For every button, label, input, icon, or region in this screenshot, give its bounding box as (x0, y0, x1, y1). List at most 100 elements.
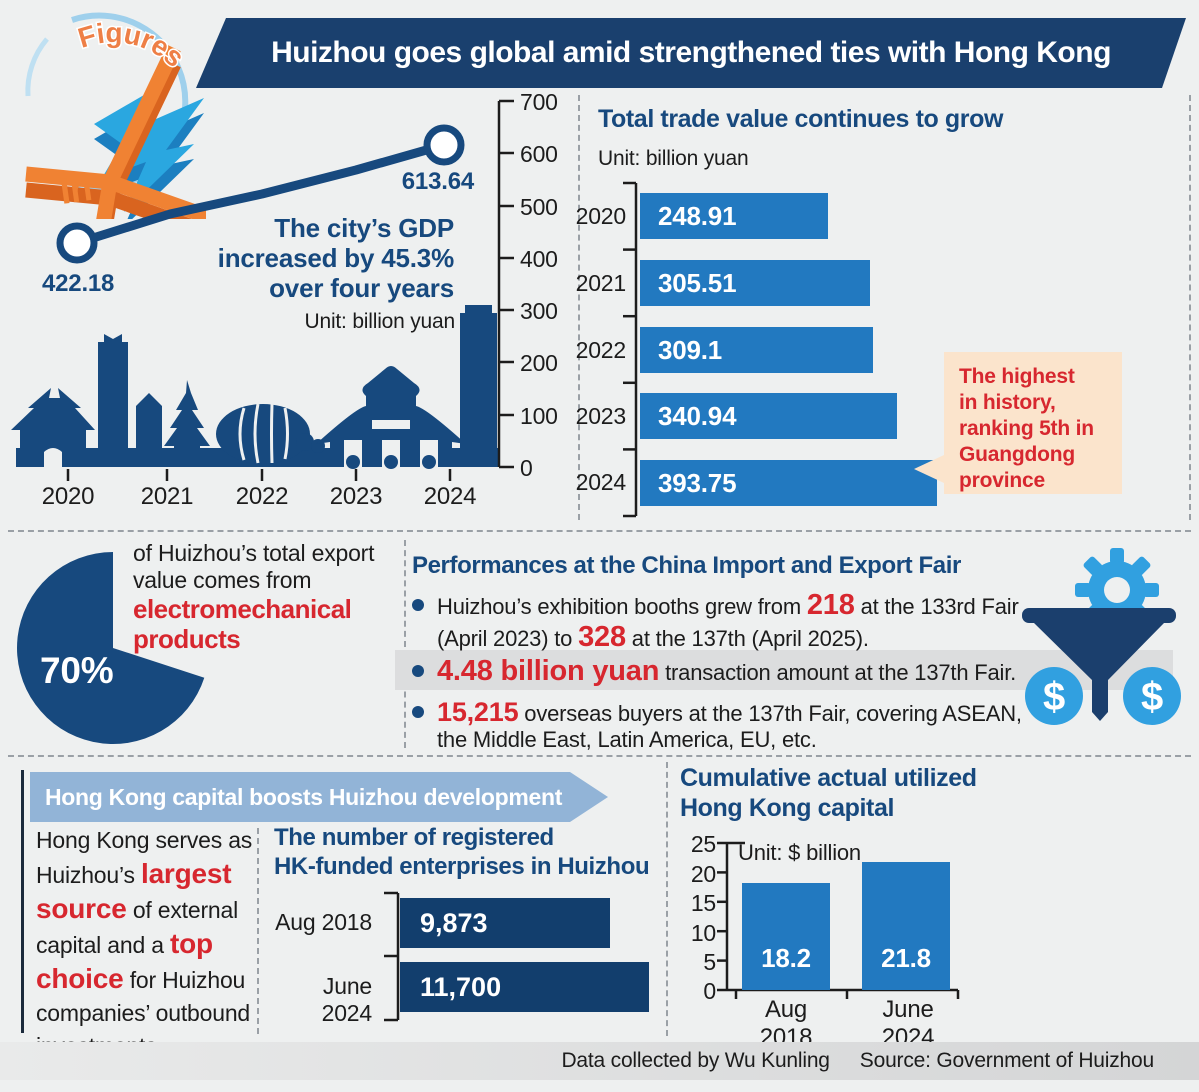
logo-arc-left (25, 37, 49, 97)
gdp-ytick: 200 (520, 350, 558, 376)
money-funnel-icon: $ $ (1022, 548, 1181, 725)
gdp-point-2020 (56, 222, 98, 264)
enterprise-bar-value: 9,873 (420, 907, 488, 938)
export-share-text: of Huizhou’s total export value comes fr… (133, 540, 375, 654)
gdp-ytick: 0 (520, 455, 533, 481)
capital-ytick: 20 (690, 861, 716, 887)
gdp-ytick: 500 (520, 194, 558, 220)
gdp-x-ticks (66, 469, 452, 481)
gdp-xtick: 2024 (423, 483, 477, 510)
page-title: Huizhou goes global amid strengthened ti… (271, 36, 1111, 69)
enterprise-bar-label: June 2024 (321, 973, 373, 1026)
callout-tail (914, 455, 944, 483)
trade-year: 2024 (575, 469, 627, 495)
logo-word-in: In (57, 167, 94, 212)
pie-slice-70 (17, 552, 205, 744)
fair-bullet-1: Huizhou’s exhibition booths grew from 21… (412, 589, 1019, 622)
gdp-end-label: 613.64 (401, 168, 474, 195)
enterprise-bar-label: Aug 2018 (275, 909, 372, 935)
svg-text:$: $ (1141, 675, 1163, 719)
gdp-start-label: 422.18 (42, 270, 115, 297)
separator (8, 530, 1191, 532)
fair-bullet-1-line2: (April 2023) to 328 at the 137th (April … (437, 621, 869, 653)
capital-ytick: 0 (703, 978, 716, 1004)
capital-title-line1: Cumulative actual utilized (680, 764, 977, 792)
gdp-y-axis (497, 99, 514, 469)
separator (404, 540, 406, 748)
separator (1189, 95, 1191, 520)
trade-bar-2024: 393.75 (640, 460, 937, 506)
gdp-xtick: 2023 (329, 483, 383, 510)
section-rule (21, 770, 24, 1033)
trade-year: 2021 (575, 270, 627, 296)
gdp-unit: Unit: billion yuan (304, 310, 456, 333)
gdp-ytick: 400 (520, 246, 558, 272)
trade-unit: Unit: billion yuan (598, 147, 749, 170)
footer-credit-bar: Data collected by Wu Kunling Source: Gov… (0, 1042, 1199, 1080)
bullet-dot-icon (412, 599, 424, 611)
shell-ribs (238, 403, 289, 464)
gdp-ytick: 700 (520, 89, 558, 115)
trade-bar-2021: 305.51 (640, 260, 871, 306)
bullet-dot-icon (412, 665, 424, 677)
trade-year: 2023 (575, 403, 627, 429)
separator (8, 755, 1191, 757)
trade-bar-value: 309.1 (658, 334, 723, 365)
trade-bar-value: 340.94 (658, 400, 737, 431)
capital-bar-value: 18.2 (761, 943, 811, 973)
capital-ytick: 5 (703, 949, 716, 975)
capital-plot-area: 18.2 21.8 (727, 843, 967, 990)
capital-ytick: 15 (690, 890, 716, 916)
trade-year: 2020 (575, 203, 627, 229)
trade-bar-value: 393.75 (658, 467, 737, 498)
gdp-chart-canvas (11, 99, 514, 481)
gdp-xtick: 2021 (140, 483, 194, 510)
capital-bar-2018: 18.2 (742, 882, 830, 990)
export-pie-chart (17, 552, 205, 744)
in-figures-logo: In Figures (25, 12, 206, 219)
gdp-ytick: 300 (520, 298, 558, 324)
pie-percent-label: 70% (40, 650, 114, 691)
separator (257, 828, 259, 1034)
enterprises-bar-2024: 11,700 (400, 962, 649, 1012)
fair-bullet-3: 15,215 overseas buyers at the 137th Fair… (412, 697, 1022, 728)
funnel-icon (1022, 608, 1176, 721)
trade-year: 2022 (575, 337, 627, 363)
trade-bar-2022: 309.1 (640, 327, 874, 373)
gear-hole (1104, 577, 1130, 603)
footer-source: Source: Government of Huizhou (859, 1049, 1154, 1072)
fair-bullet-2: 4.48 billion yuan transaction amount at … (412, 655, 1016, 688)
trade-title: Total trade value continues to grow (598, 105, 1004, 133)
logo-star-blue (94, 88, 204, 212)
separator (666, 762, 668, 1036)
gdp-point-2024 (423, 124, 465, 166)
hk-paragraph: Hong Kong serves as Huizhou’s largest so… (36, 827, 253, 1059)
hk-banner-label: Hong Kong capital boosts Huizhou develop… (45, 783, 563, 810)
gdp-note: The city’s GDP increased by 45.3% over f… (217, 213, 455, 303)
capital-title-line2: Hong Kong capital (680, 794, 895, 822)
hk-banner: Hong Kong capital boosts Huizhou develop… (30, 772, 608, 822)
capital-unit: Unit: $ billion (738, 840, 861, 865)
svg-text:$: $ (1043, 675, 1065, 719)
separator (578, 95, 580, 520)
gdp-ytick: 100 (520, 403, 558, 429)
trade-bar-2023: 340.94 (640, 393, 898, 439)
fair-title: Performances at the China Import and Exp… (412, 552, 961, 579)
trade-callout: The highest in history, ranking 5th in G… (944, 352, 1122, 494)
capital-ytick: 25 (690, 831, 716, 857)
header-band: Huizhou goes global amid strengthened ti… (196, 18, 1186, 88)
temple-figures (346, 455, 436, 469)
bullet-dot-icon (412, 706, 424, 718)
enterprises-axis (384, 891, 400, 1022)
trade-bar-2020: 248.91 (640, 193, 828, 239)
trade-axis (623, 181, 638, 518)
footer-credit: Data collected by Wu Kunling (561, 1049, 830, 1072)
enterprises-title-line2: HK-funded enterprises in Huizhou (274, 853, 650, 880)
capital-bar-value: 21.8 (881, 943, 931, 973)
trade-bar-value: 248.91 (658, 200, 737, 231)
gdp-xtick: 2020 (41, 483, 95, 510)
logo-word-figures: Figures (74, 17, 190, 73)
coin-icons: $ $ (1025, 667, 1181, 725)
gdp-line (72, 140, 449, 248)
